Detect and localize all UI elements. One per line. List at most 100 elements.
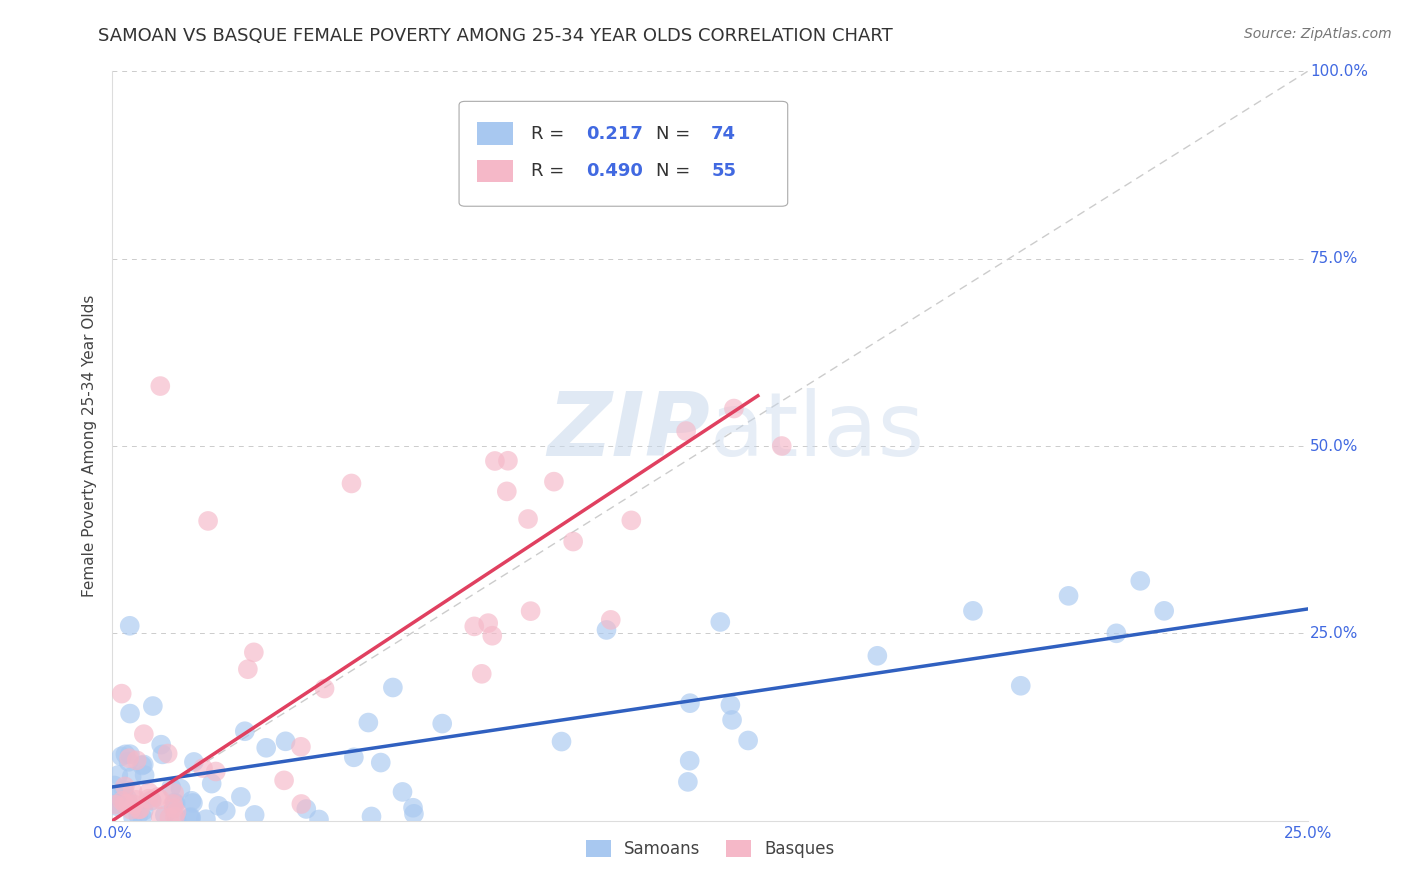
Point (146, 790, 169, 805)
Point (679, 696, 702, 710)
Point (132, 804, 155, 818)
Point (1010, 679, 1032, 693)
Text: 0.490: 0.490 (586, 162, 643, 180)
Point (737, 733, 759, 747)
Text: R =: R = (531, 162, 569, 180)
Point (432, 716, 454, 731)
Point (402, 801, 425, 815)
Text: 55: 55 (711, 162, 737, 180)
Point (254, 740, 277, 755)
Point (243, 645, 266, 659)
Point (679, 754, 702, 768)
Point (233, 724, 256, 739)
Point (562, 534, 585, 549)
Point (127, 808, 149, 822)
Y-axis label: Female Poverty Among 25-34 Year Olds: Female Poverty Among 25-34 Year Olds (82, 295, 97, 597)
Point (114, 797, 136, 811)
Point (163, 796, 186, 810)
Point (128, 802, 150, 816)
Point (236, 662, 259, 676)
Point (104, 789, 127, 803)
FancyBboxPatch shape (458, 102, 787, 206)
Point (163, 786, 186, 800)
Point (595, 623, 617, 637)
Point (290, 739, 312, 754)
FancyBboxPatch shape (477, 122, 513, 145)
Point (477, 616, 499, 631)
Point (121, 770, 143, 784)
Point (115, 796, 138, 810)
Point (484, 454, 506, 468)
Point (207, 798, 229, 813)
Point (149, 810, 172, 824)
Point (125, 753, 148, 767)
Point (121, 784, 143, 798)
Point (201, 776, 224, 790)
Point (149, 379, 172, 393)
Point (481, 629, 503, 643)
Point (134, 768, 156, 782)
Text: 75.0%: 75.0% (1310, 252, 1358, 266)
Point (1153, 604, 1175, 618)
Point (152, 747, 174, 762)
Point (165, 797, 187, 811)
Point (122, 810, 145, 824)
Point (718, 698, 741, 712)
Point (169, 781, 191, 796)
Point (118, 619, 141, 633)
Point (721, 713, 744, 727)
Point (1105, 626, 1128, 640)
Point (110, 749, 132, 764)
Point (463, 619, 485, 633)
Point (166, 814, 188, 828)
Point (129, 802, 152, 816)
Point (543, 475, 565, 489)
Point (115, 791, 138, 805)
Point (519, 604, 541, 618)
Text: Source: ZipAtlas.com: Source: ZipAtlas.com (1244, 27, 1392, 41)
Point (162, 797, 184, 811)
Point (163, 801, 186, 815)
Point (125, 793, 148, 807)
Point (962, 604, 984, 618)
Point (495, 484, 517, 499)
Point (156, 747, 179, 761)
Point (105, 797, 128, 811)
Point (243, 808, 266, 822)
Point (274, 734, 297, 748)
Point (181, 796, 204, 810)
Point (215, 804, 238, 818)
Text: 100.0%: 100.0% (1310, 64, 1368, 78)
Text: R =: R = (531, 125, 569, 143)
Point (471, 666, 494, 681)
Point (149, 792, 172, 806)
Point (1129, 574, 1152, 588)
Point (118, 751, 141, 765)
Point (138, 785, 160, 799)
Point (163, 810, 186, 824)
Point (139, 793, 162, 807)
Point (118, 747, 141, 761)
Point (599, 613, 621, 627)
Point (107, 768, 129, 782)
Point (517, 512, 540, 526)
Point (114, 747, 136, 762)
Text: 0.217: 0.217 (586, 125, 643, 143)
Point (550, 734, 572, 748)
Point (229, 789, 252, 804)
Point (340, 476, 363, 491)
Point (103, 779, 125, 793)
Point (1057, 589, 1080, 603)
Point (620, 513, 643, 527)
Point (308, 813, 330, 827)
Point (314, 681, 336, 696)
Point (117, 797, 139, 811)
Point (131, 810, 153, 824)
Point (111, 687, 134, 701)
Point (112, 783, 135, 797)
Point (191, 761, 214, 775)
Text: atlas: atlas (710, 387, 925, 475)
Point (183, 755, 205, 769)
Point (194, 812, 217, 826)
Point (131, 758, 153, 772)
